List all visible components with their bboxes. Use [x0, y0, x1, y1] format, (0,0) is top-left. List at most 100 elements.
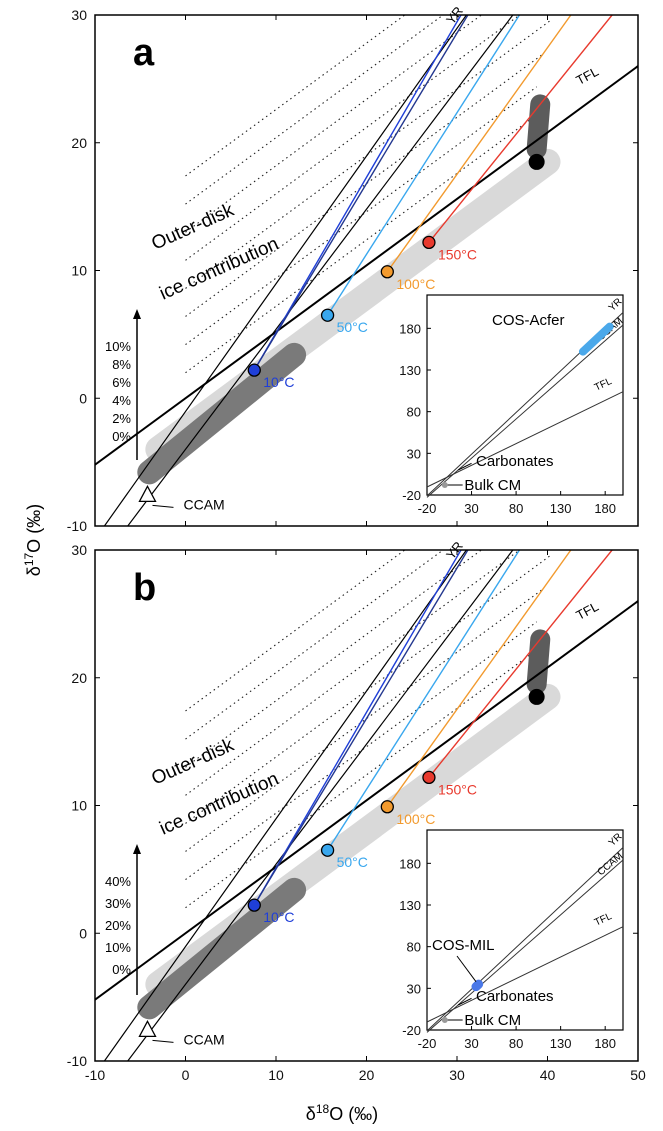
- ref-line-tfl: [95, 65, 638, 466]
- dark-gray-band: [137, 342, 307, 485]
- y-axis-title: δ17O (‰): [22, 504, 44, 576]
- carbonates-label: Carbonates: [476, 453, 554, 470]
- x-axis-title: δ18O (‰): [306, 1102, 378, 1124]
- inset-bulk-point: [441, 482, 448, 488]
- inset-frame: [426, 294, 624, 496]
- ccam-triangle: [138, 1019, 157, 1037]
- inset-frame: [426, 829, 624, 1031]
- temperature-point: [247, 898, 261, 912]
- temperature-line: [428, 15, 613, 243]
- temperature-line-dark: [253, 550, 469, 906]
- x-tick-label: 20: [359, 1067, 375, 1083]
- ccam-label: CCAM: [183, 496, 224, 512]
- inset-line: [426, 324, 624, 498]
- ccam-leader: [152, 504, 174, 508]
- inset-x-tick-label: 30: [464, 1036, 478, 1051]
- inset-x-tick-label: -20: [418, 1036, 437, 1051]
- y-tick-label: 20: [71, 670, 87, 686]
- y-tick-label: 30: [71, 7, 87, 23]
- temperature-line: [326, 550, 521, 851]
- ice-scale-tick: 6%: [112, 375, 131, 390]
- temperature-label: 10°C: [263, 374, 294, 390]
- temperature-point: [422, 770, 436, 785]
- inset-bulk-point: [441, 1017, 448, 1023]
- ref-line-yr: [103, 550, 468, 1061]
- bulk-cm-label: Bulk CM: [464, 477, 521, 494]
- temperature-point: [380, 800, 394, 814]
- x-title-rest: O (‰): [329, 1104, 378, 1124]
- ref-line-ccam: [126, 550, 514, 1061]
- y-title-delta: δ: [24, 566, 44, 576]
- temperature-line: [253, 15, 462, 371]
- panel-letter: a: [133, 32, 155, 74]
- inset-x-tick-label: 30: [464, 501, 478, 516]
- temperature-label: 100°C: [396, 811, 435, 827]
- y-tick-label: 0: [79, 390, 87, 406]
- inset-y-tick-label: 30: [407, 446, 421, 461]
- ref-line-label-tfl: TFL: [574, 599, 601, 623]
- x-tick-label: -10: [85, 1067, 105, 1083]
- dark-gray-band: [137, 877, 307, 1020]
- inset-highlight-label: COS-MIL: [432, 937, 495, 954]
- y-title-superscript: 17: [22, 552, 36, 566]
- x-tick-label: 0: [182, 1067, 190, 1083]
- panel-letter: b: [133, 567, 156, 609]
- x-title-superscript: 18: [316, 1102, 330, 1116]
- inset-y-tick-label: -20: [402, 488, 421, 503]
- inset-line: [426, 926, 624, 1023]
- inset-highlight: [471, 979, 484, 992]
- inset-x-tick-label: 180: [594, 1036, 616, 1051]
- dotted-mixing-line: [185, 550, 521, 796]
- dotted-mixing-line: [185, 550, 445, 740]
- inset: -2030801301801801308030-20YRCCAMTFLCOS-A…: [399, 296, 625, 516]
- y-tick-label: 10: [71, 798, 87, 814]
- inset-y-tick-label: 180: [399, 856, 421, 871]
- y-tick-label: 10: [71, 263, 87, 279]
- ice-scale-tick: 0%: [112, 962, 131, 977]
- inset-line: [426, 391, 624, 488]
- inset-y-tick-label: 80: [407, 940, 421, 955]
- temperature-label: 50°C: [337, 854, 368, 870]
- inset-x-tick-label: 130: [550, 1036, 572, 1051]
- temperature-label: 50°C: [337, 319, 368, 335]
- inset-y-tick-label: -20: [402, 1023, 421, 1038]
- temperature-label: 150°C: [438, 781, 477, 797]
- ice-scale-tick: 40%: [105, 874, 131, 889]
- ice-scale-tick: 10%: [105, 940, 131, 955]
- ice-scale-tick: 4%: [112, 393, 131, 408]
- dotted-mixing-line: [185, 15, 483, 233]
- x-tick-label: 40: [540, 1067, 556, 1083]
- carbonates-leader: [457, 462, 472, 471]
- arrow-head: [133, 309, 141, 319]
- inset-y-tick-label: 30: [407, 981, 421, 996]
- temperature-label: 100°C: [396, 276, 435, 292]
- ice-scale-tick: 10%: [105, 339, 131, 354]
- ice-scale-tick: 8%: [112, 357, 131, 372]
- ccam-leader: [152, 1039, 174, 1043]
- x-title-delta: δ: [306, 1104, 316, 1124]
- inset-y-tick-label: 130: [399, 363, 421, 378]
- x-tick-label: 50: [630, 1067, 646, 1083]
- dotted-mixing-line: [185, 19, 552, 289]
- plot-area: [95, 550, 638, 1061]
- carbonates-label: Carbonates: [476, 988, 554, 1005]
- ice-scale-tick: 0%: [112, 429, 131, 444]
- inset-y-tick-label: 130: [399, 898, 421, 913]
- ice-contribution-title-1: Outer-disk: [148, 200, 237, 255]
- inset-line: [426, 847, 624, 1032]
- darkest-band: [526, 629, 551, 695]
- ccam-triangle: [138, 484, 157, 502]
- ice-scale-tick: 2%: [112, 411, 131, 426]
- dotted-mixing-line: [185, 52, 545, 317]
- inset-highlight-leader: [456, 955, 477, 982]
- temperature-line: [253, 550, 462, 906]
- temperature-label: 10°C: [263, 909, 294, 925]
- temperature-point: [380, 265, 394, 279]
- inset: -20 30 80 130 1801801308030-20YRCCAMTFLCOS-M…: [399, 831, 625, 1051]
- ref-line-yr: [103, 15, 468, 526]
- temperature-line: [326, 15, 521, 316]
- inset-x-tick-label: -20: [418, 501, 437, 516]
- ref-line-ccam: [126, 15, 514, 526]
- dotted-mixing-line: [185, 15, 521, 261]
